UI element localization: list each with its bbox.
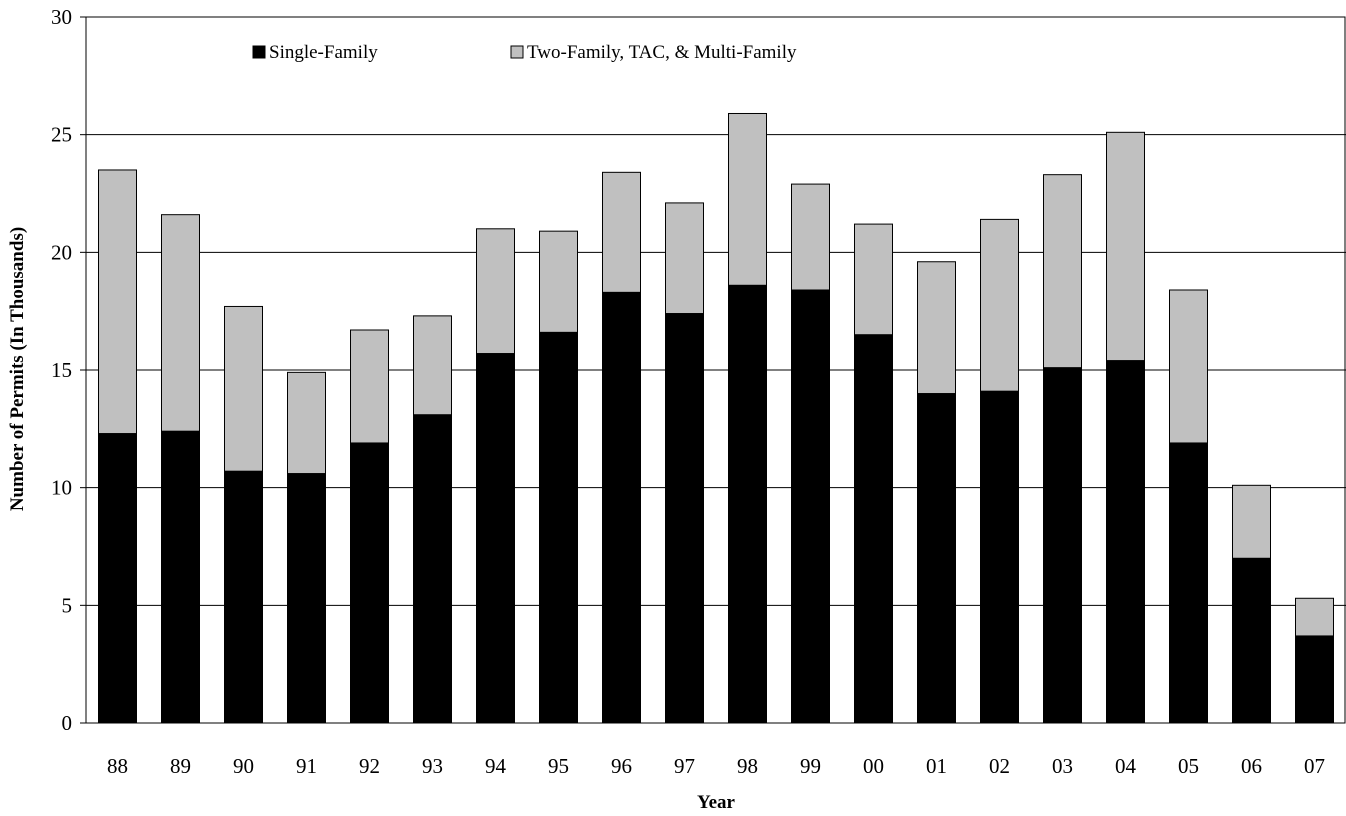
bar-04-series-1 xyxy=(1106,131,1145,362)
bar-91-series-1 xyxy=(287,371,326,475)
bar-96-series-1 xyxy=(602,171,641,293)
bar-98-series-1 xyxy=(728,112,767,286)
bar-89-series-1 xyxy=(161,214,200,432)
bar-94-series-0 xyxy=(476,353,515,724)
x-tick-label-97: 97 xyxy=(674,754,695,778)
legend-swatch-single-family xyxy=(252,45,266,59)
x-tick-label-94: 94 xyxy=(485,754,507,778)
y-tick-label-10: 10 xyxy=(51,476,72,500)
y-tick-label-0: 0 xyxy=(62,711,73,735)
bar-97-series-1 xyxy=(665,202,704,315)
gridlines xyxy=(86,134,1346,606)
bar-00-series-0 xyxy=(854,334,893,724)
x-axis-title: Year xyxy=(697,792,736,813)
x-tick-label-92: 92 xyxy=(359,754,380,778)
bar-07-series-1 xyxy=(1295,597,1334,637)
bar-06-series-1 xyxy=(1232,484,1271,559)
bar-00-series-1 xyxy=(854,223,893,336)
x-tick-label-89: 89 xyxy=(170,754,191,778)
x-tick-label-93: 93 xyxy=(422,754,443,778)
bar-91-series-0 xyxy=(287,473,326,724)
bar-99-series-1 xyxy=(791,183,830,291)
bar-07-series-0 xyxy=(1295,635,1334,724)
y-tick-label-30: 30 xyxy=(51,5,72,29)
bar-01-series-1 xyxy=(917,261,956,395)
bar-89-series-0 xyxy=(161,430,200,724)
legend: Single-Family Two-Family, TAC, & Multi-F… xyxy=(252,42,797,63)
x-tick-label-06: 06 xyxy=(1241,754,1262,778)
bar-93-series-0 xyxy=(413,414,452,724)
bars xyxy=(98,112,1334,724)
y-axis-title: Number of Permits (In Thousands) xyxy=(7,227,28,511)
x-tick-label-04: 04 xyxy=(1115,754,1137,778)
x-tick-label-07: 07 xyxy=(1304,754,1325,778)
x-tick-label-02: 02 xyxy=(989,754,1010,778)
x-tick-label-96: 96 xyxy=(611,754,632,778)
x-tick-label-90: 90 xyxy=(233,754,254,778)
y-tick-label-5: 5 xyxy=(62,593,73,617)
bar-05-series-1 xyxy=(1169,289,1208,444)
y-tick-label-15: 15 xyxy=(51,358,72,382)
bar-88-series-1 xyxy=(98,169,137,435)
y-tick-label-20: 20 xyxy=(51,240,72,264)
x-tick-label-01: 01 xyxy=(926,754,947,778)
bar-93-series-1 xyxy=(413,315,452,416)
bar-03-series-1 xyxy=(1043,174,1082,369)
bar-06-series-0 xyxy=(1232,557,1271,724)
bar-88-series-0 xyxy=(98,433,137,724)
bar-98-series-0 xyxy=(728,284,767,724)
x-tick-label-03: 03 xyxy=(1052,754,1073,778)
x-tick-label-99: 99 xyxy=(800,754,821,778)
y-axis-ticks: 0 5 10 15 20 25 30 xyxy=(51,5,86,735)
x-axis-ticks: 88 89 90 91 92 93 94 95 96 97 98 99 00 01 02 03 04 05 06 07 xyxy=(107,754,1325,778)
bar-99-series-0 xyxy=(791,289,830,724)
x-tick-label-88: 88 xyxy=(107,754,128,778)
bar-92-series-1 xyxy=(350,329,389,444)
y-tick-label-25: 25 xyxy=(51,123,72,147)
bar-03-series-0 xyxy=(1043,367,1082,724)
x-tick-label-98: 98 xyxy=(737,754,758,778)
x-tick-label-00: 00 xyxy=(863,754,884,778)
bar-92-series-0 xyxy=(350,442,389,724)
bar-01-series-0 xyxy=(917,393,956,724)
bar-04-series-0 xyxy=(1106,360,1145,724)
bar-90-series-1 xyxy=(224,305,263,472)
bar-90-series-0 xyxy=(224,470,263,724)
bar-02-series-1 xyxy=(980,218,1019,392)
bar-97-series-0 xyxy=(665,313,704,724)
x-tick-label-05: 05 xyxy=(1178,754,1199,778)
bar-02-series-0 xyxy=(980,390,1019,724)
bar-96-series-0 xyxy=(602,291,641,724)
bar-95-series-0 xyxy=(539,331,578,724)
x-tick-label-95: 95 xyxy=(548,754,569,778)
legend-swatch-multi-family xyxy=(510,45,524,59)
bar-95-series-1 xyxy=(539,230,578,333)
x-tick-label-91: 91 xyxy=(296,754,317,778)
legend-label-multi-family: Two-Family, TAC, & Multi-Family xyxy=(527,42,797,63)
legend-label-single-family: Single-Family xyxy=(269,42,378,63)
bar-94-series-1 xyxy=(476,228,515,355)
bar-05-series-0 xyxy=(1169,442,1208,724)
